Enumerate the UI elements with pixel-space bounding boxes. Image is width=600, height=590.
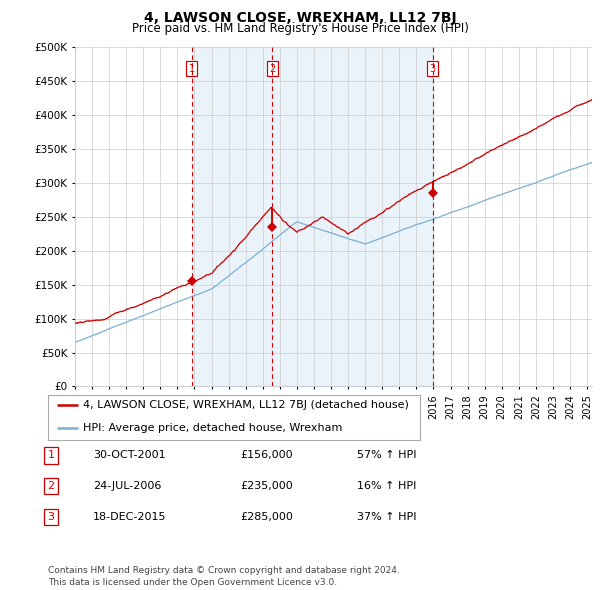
Text: 57% ↑ HPI: 57% ↑ HPI bbox=[357, 451, 416, 460]
Text: 2: 2 bbox=[269, 64, 275, 74]
Text: Contains HM Land Registry data © Crown copyright and database right 2024.
This d: Contains HM Land Registry data © Crown c… bbox=[48, 566, 400, 587]
Text: HPI: Average price, detached house, Wrexham: HPI: Average price, detached house, Wrex… bbox=[83, 423, 343, 433]
Text: Price paid vs. HM Land Registry's House Price Index (HPI): Price paid vs. HM Land Registry's House … bbox=[131, 22, 469, 35]
Text: 1: 1 bbox=[47, 451, 55, 460]
Text: £235,000: £235,000 bbox=[240, 481, 293, 491]
Text: 4, LAWSON CLOSE, WREXHAM, LL12 7BJ (detached house): 4, LAWSON CLOSE, WREXHAM, LL12 7BJ (deta… bbox=[83, 400, 409, 410]
Text: £285,000: £285,000 bbox=[240, 512, 293, 522]
Text: 3: 3 bbox=[47, 512, 55, 522]
Text: 2: 2 bbox=[47, 481, 55, 491]
Text: 3: 3 bbox=[430, 64, 436, 74]
Text: 18-DEC-2015: 18-DEC-2015 bbox=[93, 512, 167, 522]
Text: £156,000: £156,000 bbox=[240, 451, 293, 460]
Text: 16% ↑ HPI: 16% ↑ HPI bbox=[357, 481, 416, 491]
Bar bbox=[191, 47, 272, 386]
Text: 30-OCT-2001: 30-OCT-2001 bbox=[93, 451, 166, 460]
Text: 1: 1 bbox=[188, 64, 194, 74]
Text: 4, LAWSON CLOSE, WREXHAM, LL12 7BJ: 4, LAWSON CLOSE, WREXHAM, LL12 7BJ bbox=[143, 11, 457, 25]
Text: 24-JUL-2006: 24-JUL-2006 bbox=[93, 481, 161, 491]
Bar bbox=[272, 47, 433, 386]
Text: 37% ↑ HPI: 37% ↑ HPI bbox=[357, 512, 416, 522]
